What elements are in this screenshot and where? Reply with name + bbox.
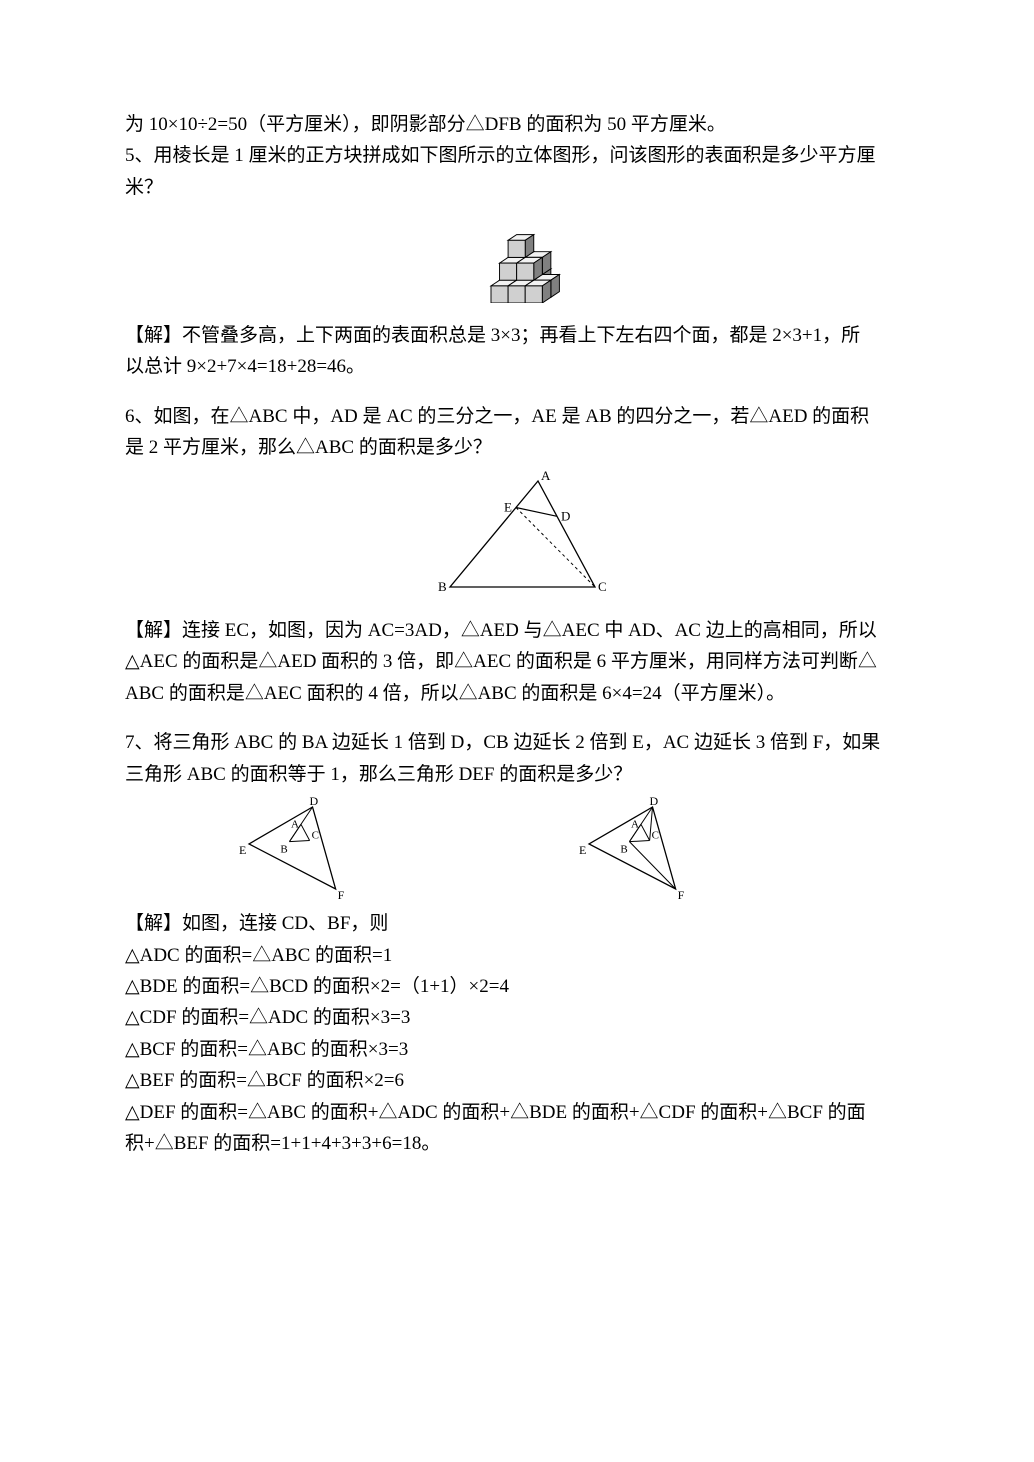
- figure-6-triangle: A B C D E: [125, 469, 914, 608]
- svg-text:C: C: [651, 830, 658, 842]
- a7-l4: △CDF 的面积=△ADC 的面积×3=3: [125, 1003, 914, 1032]
- triangle-def-left-svg: D E F A B C: [235, 793, 465, 903]
- q6-line1: 6、如图，在△ABC 中，AD 是 AC 的三分之一，AE 是 AB 的四分之一…: [125, 402, 914, 431]
- svg-text:E: E: [239, 843, 246, 857]
- a7-l7: △DEF 的面积=△ABC 的面积+△ADC 的面积+△BDE 的面积+△CDF…: [125, 1098, 914, 1127]
- svg-text:F: F: [337, 888, 344, 902]
- q5-line1: 5、用棱长是 1 厘米的正方块拼成如下图所示的立体图形，问该图形的表面积是多少平…: [125, 141, 914, 170]
- p4-tail: 为 10×10÷2=50（平方厘米），即阴影部分△DFB 的面积为 50 平方厘…: [125, 110, 914, 139]
- svg-text:C: C: [598, 579, 607, 594]
- a5-line2: 以总计 9×2+7×4=18+28=46。: [125, 352, 914, 381]
- triangle-def-right-svg: D E F A B C: [575, 793, 805, 903]
- figure-5-cubes: [125, 208, 914, 312]
- svg-text:A: A: [541, 469, 551, 483]
- svg-text:A: A: [630, 818, 638, 830]
- q7-line1: 7、将三角形 ABC 的 BA 边延长 1 倍到 D，CB 边延长 2 倍到 E…: [125, 728, 914, 757]
- figure-7-row: D E F A B C D E F A B C: [125, 793, 914, 903]
- a7-l3: △BDE 的面积=△BCD 的面积×2=（1+1）×2=4: [125, 972, 914, 1001]
- triangle-abc-svg: A B C D E: [410, 469, 630, 599]
- q7-line2: 三角形 ABC 的面积等于 1，那么三角形 DEF 的面积是多少？: [125, 760, 914, 789]
- svg-text:F: F: [677, 888, 684, 902]
- svg-text:B: B: [620, 844, 627, 856]
- svg-text:B: B: [280, 844, 287, 856]
- svg-text:E: E: [504, 499, 512, 514]
- svg-text:A: A: [290, 818, 298, 830]
- svg-text:C: C: [311, 830, 318, 842]
- svg-text:D: D: [309, 794, 318, 808]
- a6-line1: 【解】连接 EC，如图，因为 AC=3AD，△AED 与△AEC 中 AD、AC…: [125, 616, 914, 645]
- a7-l6: △BEF 的面积=△BCF 的面积×2=6: [125, 1066, 914, 1095]
- q6-line2: 是 2 平方厘米，那么△ABC 的面积是多少？: [125, 433, 914, 462]
- cubes-svg: [472, 208, 567, 303]
- svg-text:B: B: [438, 579, 447, 594]
- q5-line2: 米？: [125, 173, 914, 202]
- a7-l2: △ADC 的面积=△ABC 的面积=1: [125, 941, 914, 970]
- a6-line3: ABC 的面积是△AEC 面积的 4 倍，所以△ABC 的面积是 6×4=24（…: [125, 679, 914, 708]
- a7-l5: △BCF 的面积=△ABC 的面积×3=3: [125, 1035, 914, 1064]
- a6-line2: △AEC 的面积是△AED 面积的 3 倍，即△AEC 的面积是 6 平方厘米，…: [125, 647, 914, 676]
- a7-l8: 积+△BEF 的面积=1+1+4+3+3+6=18。: [125, 1129, 914, 1158]
- a5-line1: 【解】不管叠多高，上下两面的表面积总是 3×3；再看上下左右四个面，都是 2×3…: [125, 321, 914, 350]
- svg-text:E: E: [579, 843, 586, 857]
- svg-text:D: D: [649, 794, 658, 808]
- a7-l1: 【解】如图，连接 CD、BF，则: [125, 909, 914, 938]
- svg-text:D: D: [561, 508, 570, 523]
- page: 为 10×10÷2=50（平方厘米），即阴影部分△DFB 的面积为 50 平方厘…: [0, 0, 1034, 1462]
